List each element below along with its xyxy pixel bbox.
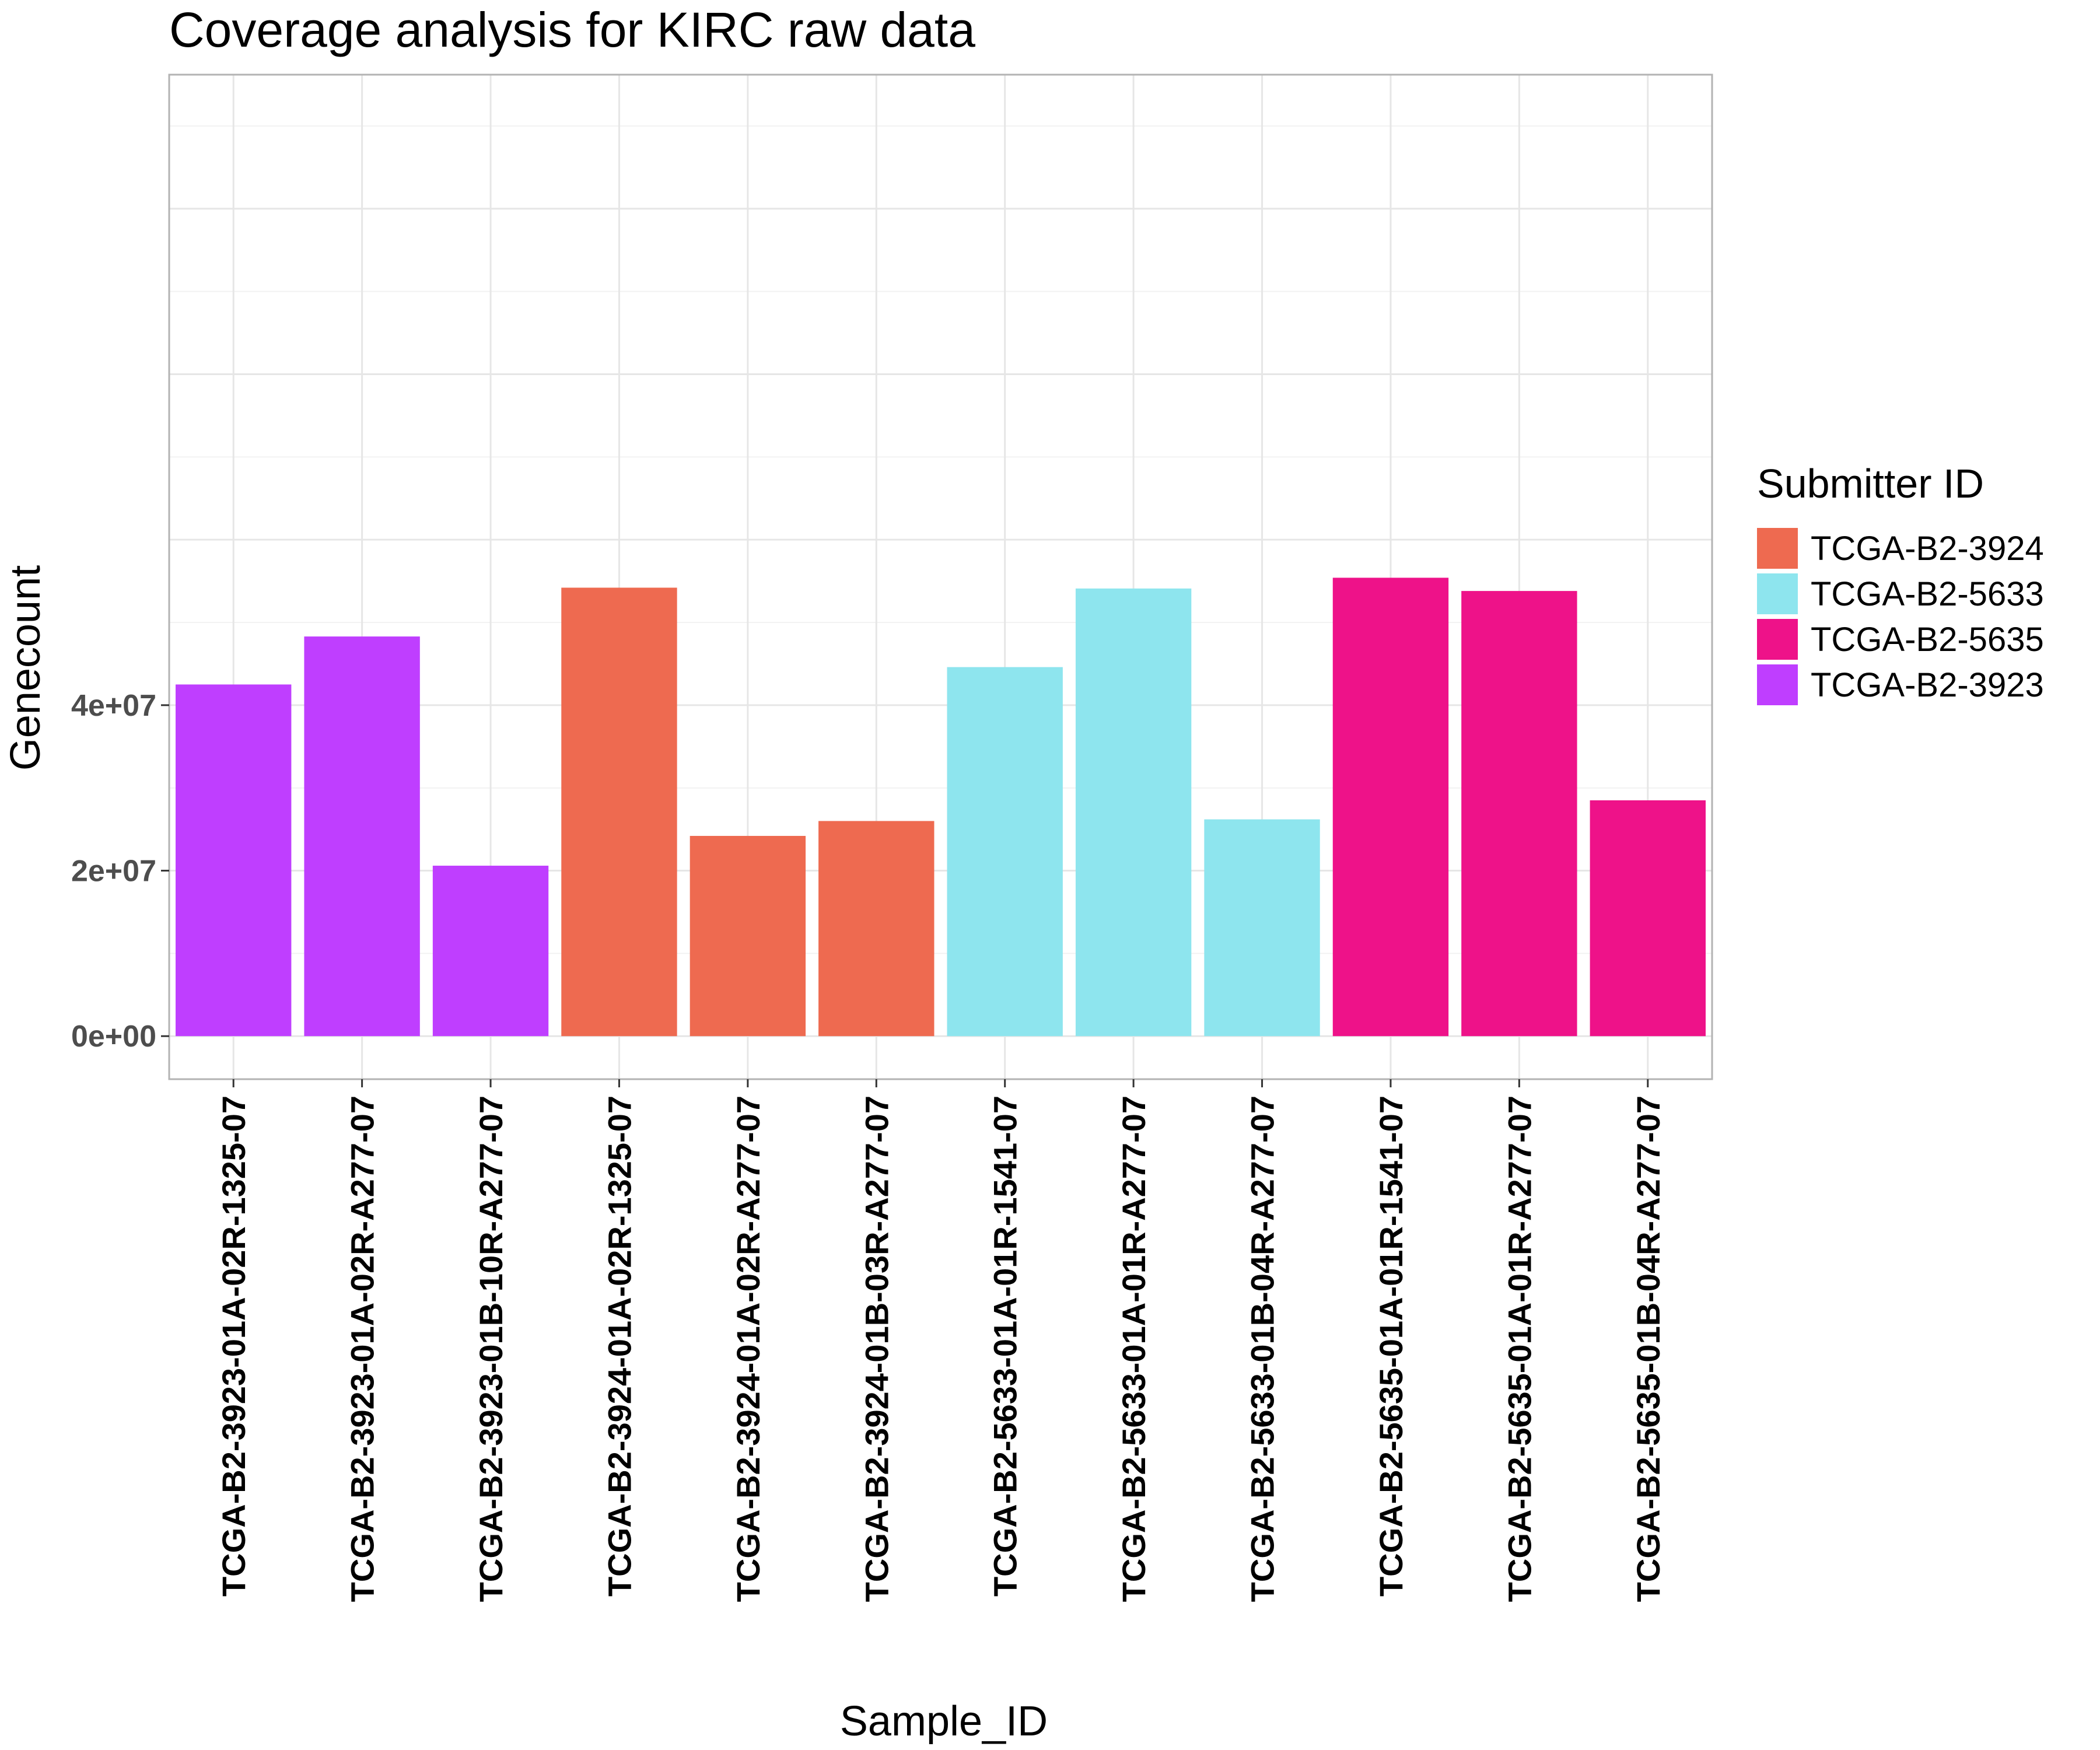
- bar-TCGA-B2-3924-01A-02R-A277-07: [690, 835, 806, 1037]
- y-axis: 0e+00 2e+07 4e+07: [71, 689, 169, 1054]
- bar-TCGA-B2-5635-01B-04R-A277-07: [1590, 800, 1706, 1037]
- x-tick-label: TCGA-B2-3924-01B-03R-A277-07: [858, 1096, 895, 1602]
- bar-TCGA-B2-5633-01A-01R-1541-07: [947, 667, 1063, 1037]
- x-tick-label: TCGA-B2-5633-01A-01R-1541-07: [987, 1096, 1024, 1597]
- bar-TCGA-B2-3923-01A-02R-1325-07: [176, 684, 292, 1037]
- bar-TCGA-B2-5633-01A-01R-A277-07: [1075, 588, 1192, 1037]
- legend-key-TCGA-B2-5633: [1757, 573, 1798, 614]
- x-tick-label: TCGA-B2-3923-01A-02R-1325-07: [215, 1096, 252, 1597]
- legend: Submitter ID TCGA-B2-3924 TCGA-B2-5633 TCG…: [1757, 461, 2044, 705]
- legend-key-TCGA-B2-3924: [1757, 528, 1798, 569]
- bar-TCGA-B2-5635-01A-01R-A277-07: [1461, 591, 1577, 1037]
- bar-TCGA-B2-3924-01B-03R-A277-07: [818, 821, 935, 1037]
- x-axis-title: Sample_ID: [840, 1698, 1048, 1745]
- x-tick-label: TCGA-B2-3923-01B-10R-A277-07: [473, 1096, 509, 1602]
- y-tick-label: 0e+00: [71, 1020, 156, 1054]
- bar-TCGA-B2-3923-01B-10R-A277-07: [432, 866, 549, 1037]
- legend-label: TCGA-B2-3923: [1811, 666, 2044, 704]
- bars: [176, 578, 1706, 1037]
- legend-label: TCGA-B2-5633: [1811, 575, 2044, 613]
- bar-TCGA-B2-5635-01A-01R-1541-07: [1332, 578, 1449, 1037]
- legend-title: Submitter ID: [1757, 461, 1984, 506]
- y-tick-label: 4e+07: [71, 689, 156, 723]
- x-tick-label: TCGA-B2-5633-01B-04R-A277-07: [1244, 1096, 1281, 1602]
- legend-label: TCGA-B2-5635: [1811, 621, 2044, 659]
- y-tick-label: 2e+07: [71, 855, 156, 888]
- bar-TCGA-B2-3924-01A-02R-1325-07: [561, 587, 677, 1037]
- x-tick-label: TCGA-B2-3923-01A-02R-A277-07: [344, 1096, 381, 1602]
- plot-panel: [168, 74, 1713, 1080]
- legend-label: TCGA-B2-3924: [1811, 530, 2044, 568]
- x-axis: TCGA-B2-3923-01A-02R-1325-07 TCGA-B2-3923…: [215, 1079, 1667, 1602]
- x-tick-label: TCGA-B2-5633-01A-01R-A277-07: [1115, 1096, 1152, 1602]
- x-tick-label: TCGA-B2-5635-01B-04R-A277-07: [1630, 1096, 1667, 1602]
- x-tick-label: TCGA-B2-3924-01A-02R-A277-07: [730, 1096, 766, 1602]
- bar-TCGA-B2-3923-01A-02R-A277-07: [304, 636, 420, 1037]
- legend-key-TCGA-B2-3923: [1757, 664, 1798, 705]
- x-tick-label: TCGA-B2-5635-01A-01R-1541-07: [1373, 1096, 1409, 1597]
- chart-title: Coverage analysis for KIRC raw data: [169, 2, 975, 57]
- y-axis-title: Genecount: [2, 565, 49, 771]
- bar-TCGA-B2-5633-01B-04R-A277-07: [1204, 819, 1320, 1037]
- x-tick-label: TCGA-B2-5635-01A-01R-A277-07: [1501, 1096, 1538, 1602]
- legend-key-TCGA-B2-5635: [1757, 619, 1798, 660]
- x-tick-label: TCGA-B2-3924-01A-02R-1325-07: [601, 1096, 638, 1597]
